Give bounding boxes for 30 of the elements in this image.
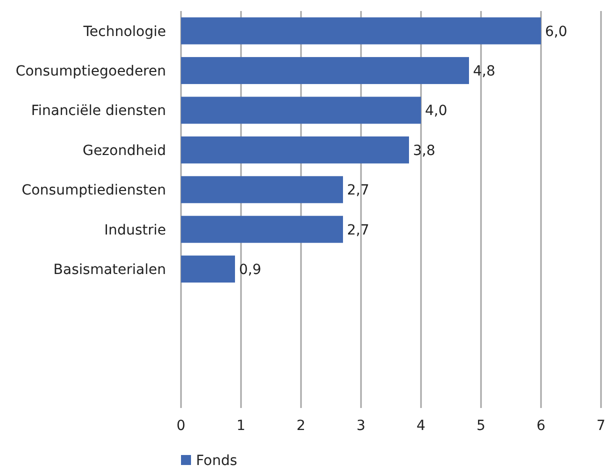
y-tick-label: Gezondheid [82, 142, 166, 159]
bar [181, 216, 343, 243]
y-tick-label: Consumptiegoederen [16, 63, 166, 80]
bar [181, 136, 409, 164]
data-label: 3,8 [413, 142, 436, 159]
x-tick-label: 2 [296, 418, 306, 434]
data-label: 6,0 [545, 24, 568, 40]
data-label: 2,7 [347, 222, 370, 238]
y-tick-label: Consumptiediensten [22, 182, 166, 199]
data-label: 0,9 [239, 262, 262, 278]
bar [181, 96, 421, 124]
y-tick-label: Basismaterialen [53, 262, 166, 278]
x-tick-label: 3 [356, 418, 366, 434]
data-label: 4,0 [425, 103, 448, 120]
y-tick-label: Financiële diensten [31, 103, 166, 120]
y-tick-label: Industrie [104, 222, 166, 238]
bar [181, 17, 541, 44]
y-tick-label: Technologie [82, 24, 166, 40]
data-label: 4,8 [473, 63, 496, 80]
x-tick-label: 1 [236, 418, 246, 434]
legend-label: Fonds [196, 452, 238, 469]
bar [181, 176, 343, 204]
x-tick-label: 4 [416, 418, 426, 434]
data-label: 2,7 [347, 182, 370, 199]
bar [181, 57, 469, 84]
x-tick-label: 6 [536, 418, 546, 434]
bar [181, 256, 235, 283]
x-tick-label: 5 [476, 418, 486, 434]
x-tick-label: 7 [596, 418, 606, 434]
x-tick-label: 0 [176, 418, 186, 434]
